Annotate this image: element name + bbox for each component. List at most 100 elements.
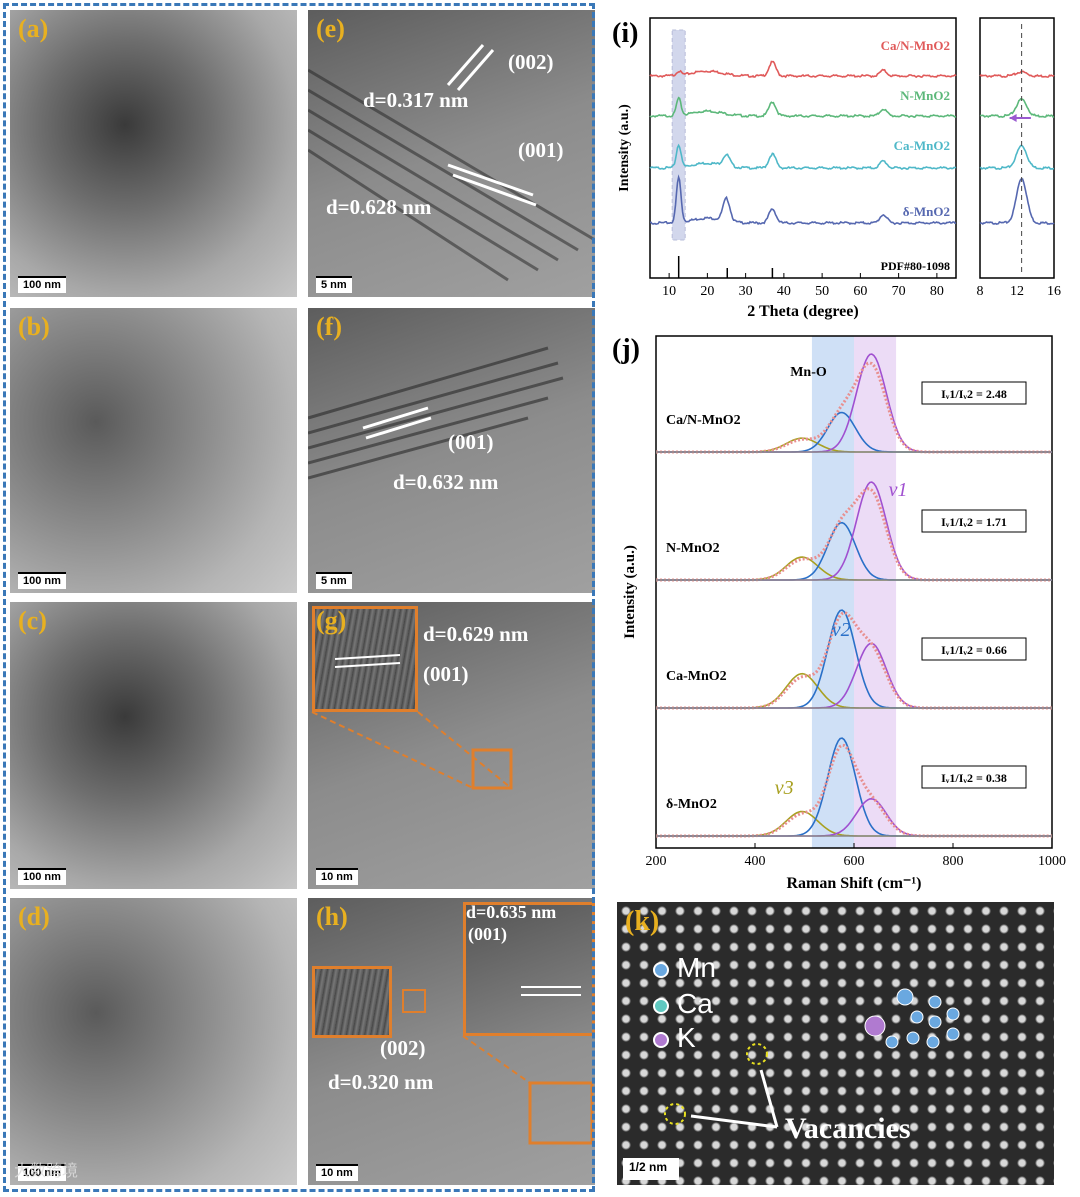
- raman-v1-label: v1: [889, 479, 908, 501]
- xrd-zoom-series-line: [979, 98, 1055, 118]
- panel-e-label: (e): [316, 14, 345, 43]
- raman-ratio-box: [921, 381, 1027, 405]
- xrd-series-label: Ca/N-MnO2: [881, 38, 950, 53]
- xrd-zoom-frame: [979, 17, 1055, 279]
- xrd-highlight-band: [671, 29, 686, 241]
- raman-series-label: N-MnO2: [666, 541, 720, 556]
- xrd-series-line: [649, 174, 957, 226]
- xrd-x-tick-label: 60: [853, 284, 867, 299]
- panel-d: (d) 100 nm 大数跨境: [10, 898, 297, 1185]
- panel-b-scale: 100 nm: [18, 572, 66, 589]
- panel-a-scale: 100 nm: [18, 276, 66, 293]
- panel-g-d: d=0.629 nm: [423, 622, 529, 646]
- panel-f-fringes: [308, 346, 564, 480]
- panel-e-plane1: (002): [508, 50, 554, 74]
- raman-series-label: Ca/N-MnO2: [666, 413, 741, 428]
- raman-chart: Ca/N-MnO2 Iᵥ1/Iᵥ2 = 2.48 N-MnO2 Iᵥ1/Iᵥ2 = 1…: [612, 334, 1066, 892]
- panel-c-scale: 100 nm: [18, 868, 66, 885]
- panel-h-d2: d=0.320 nm: [328, 1070, 434, 1094]
- panel-g-inset-lines: [334, 654, 401, 668]
- panel-f-plane: (001): [448, 430, 494, 454]
- panel-h-scale: 10 nm: [316, 1164, 358, 1181]
- xrd-zoom-series-line: [979, 69, 1055, 78]
- panel-h-d1: d=0.635 nm: [466, 902, 557, 922]
- raman-y-axis-title: Intensity (a.u.): [622, 545, 638, 639]
- panel-b-label: (b): [18, 312, 50, 341]
- panel-k-label: (k): [625, 906, 660, 937]
- raman-x-tick-label: 1000: [1038, 854, 1066, 869]
- raman-x-tick-label: 400: [745, 854, 766, 869]
- panel-h-zoom-lines: [402, 989, 594, 1145]
- xrd-x-axis-title: 2 Theta (degree): [747, 303, 858, 320]
- panel-h-inset-lines: [521, 986, 581, 996]
- xrd-zoom-series-line: [979, 144, 1055, 170]
- panel-h-inset-right: [463, 902, 595, 1036]
- raman-mno-label: Mn-O: [790, 365, 827, 380]
- panel-e-scale: 5 nm: [316, 276, 352, 293]
- xrd-zoom-tick-label: 12: [1010, 284, 1024, 299]
- xrd-x-tick-label: 40: [777, 284, 791, 299]
- raman-panel-label: (j): [612, 334, 640, 365]
- panel-f: (f) (001) d=0.632 nm 5 nm: [308, 308, 595, 593]
- raman-series-label: Ca-MnO2: [666, 669, 727, 684]
- xrd-series-line: [649, 96, 957, 119]
- panel-g-label: (g): [316, 606, 347, 635]
- xrd-series-label: N-MnO2: [900, 88, 950, 103]
- mn-dot-icon: [653, 961, 669, 978]
- panel-g: (g) d=0.629 nm (001) 10 nm: [308, 602, 595, 889]
- panel-h-inset-left: [312, 966, 392, 1038]
- raman-ratio-label: Iᵥ1/Iᵥ2 = 0.66: [941, 643, 1007, 657]
- xrd-x-tick-label: 30: [739, 284, 753, 299]
- vacancies-label: Vacancies: [785, 1112, 911, 1145]
- xrd-frame: [649, 17, 957, 279]
- k-legend-k: K: [653, 1022, 696, 1054]
- raman-series-label: δ-MnO2: [666, 797, 717, 812]
- raman-v3-label: v3: [775, 777, 794, 799]
- raman-x-tick-label: 600: [844, 854, 865, 869]
- panel-h: (h) d=0.635 nm (001) (002) d=0.320 nm 10…: [308, 898, 595, 1185]
- raman-x-axis-title: Raman Shift (cm⁻¹): [786, 875, 921, 892]
- panel-g-plane: (001): [423, 662, 469, 686]
- xrd-reference-label: PDF#80-1098: [881, 259, 950, 273]
- k-legend-k-label: K: [677, 1022, 696, 1053]
- panel-h-plane2: (002): [380, 1036, 426, 1060]
- xrd-y-axis-title: Intensity (a.u.): [617, 104, 632, 192]
- panel-h-plane1: (001): [468, 924, 507, 944]
- panel-d-label: (d): [18, 902, 50, 931]
- raman-v2-band: [811, 336, 854, 848]
- watermark: 大数跨境: [14, 1161, 79, 1180]
- xrd-x-tick-label: 20: [700, 284, 714, 299]
- raman-ratio-box: [921, 765, 1027, 789]
- xrd-zoom-tick-label: 8: [977, 284, 984, 299]
- xrd-series-line: [649, 60, 957, 79]
- xrd-chart: Ca/N-MnO2 N-MnO2 Ca-MnO2 δ-MnO2 PDF#80-1098 1…: [612, 17, 1061, 320]
- panel-k: (k) Mn Ca K Vacancies 1/2 nm: [617, 902, 1054, 1185]
- xrd-series-label: Ca-MnO2: [894, 138, 950, 153]
- panel-f-scale: 5 nm: [316, 572, 352, 589]
- panel-h-label: (h): [316, 902, 348, 931]
- panel-d-scale: 100 nm: [18, 1164, 66, 1181]
- raman-ratio-label: Iᵥ1/Iᵥ2 = 0.38: [941, 771, 1007, 785]
- raman-x-tick-label: 200: [646, 854, 667, 869]
- raman-ratio-label: Iᵥ1/Iᵥ2 = 2.48: [941, 387, 1007, 401]
- k-legend-mn: Mn: [653, 952, 716, 984]
- panel-g-inset: [312, 606, 418, 712]
- panel-a-label: (a): [18, 14, 49, 43]
- xrd-zoom-series-line: [979, 178, 1055, 225]
- panel-a: (a) 100 nm: [10, 10, 297, 297]
- panel-k-scale: 1/2 nm: [629, 1160, 668, 1174]
- panel-g-scale: 10 nm: [316, 868, 358, 885]
- panel-g-zoom-lines: [311, 711, 513, 790]
- panel-f-label: (f): [316, 312, 342, 341]
- panel-e-plane2: (001): [518, 138, 564, 162]
- panel-e-d1: d=0.317 nm: [363, 88, 469, 112]
- raman-ratio-box: [921, 509, 1027, 533]
- panel-c-label: (c): [18, 606, 47, 635]
- panel-e-fringes: [308, 44, 595, 282]
- xrd-x-tick-label: 50: [815, 284, 829, 299]
- xrd-series-label: δ-MnO2: [903, 204, 950, 219]
- xrd-x-tick-label: 10: [662, 284, 676, 299]
- panel-e-d2: d=0.628 nm: [326, 195, 432, 219]
- xrd-zoom-tick-label: 16: [1047, 284, 1061, 299]
- raman-v2-label: v2: [832, 619, 851, 641]
